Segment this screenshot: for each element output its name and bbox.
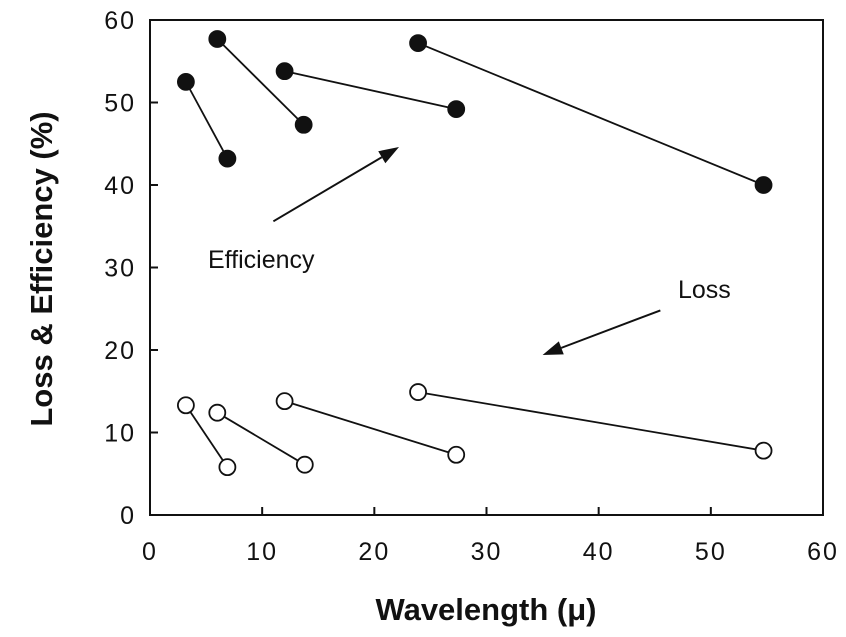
x-tick-label: 0 <box>142 538 158 566</box>
y-tick-label: 10 <box>104 420 136 448</box>
loss-point <box>409 383 427 401</box>
y-tick-label: 0 <box>120 502 136 530</box>
efficiency-point <box>294 115 313 134</box>
x-axis-title: Wavelength (μ) <box>375 592 596 627</box>
x-tick-label: 60 <box>807 538 839 566</box>
loss-point <box>295 455 314 474</box>
efficiency-line <box>216 38 305 126</box>
axis-tick-labels: 0 10 20 30 40 50 60 0 10 20 30 40 50 60 <box>104 7 839 566</box>
y-tick-label: 60 <box>104 7 136 35</box>
loss-line <box>284 400 457 456</box>
efficiency-arrowhead <box>378 147 400 164</box>
loss-line <box>216 411 306 466</box>
x-tick-label: 30 <box>471 538 503 566</box>
efficiency-line <box>284 70 457 110</box>
y-tick-label: 20 <box>104 337 136 365</box>
efficiency-point <box>409 34 427 52</box>
loss-point <box>447 445 466 464</box>
x-tick-label: 10 <box>246 538 278 566</box>
efficiency-point <box>275 62 294 81</box>
annotations: Efficiency Loss <box>208 147 731 355</box>
efficiency-arrow <box>272 156 383 223</box>
data-points <box>176 30 773 477</box>
axis-ticks <box>149 19 824 516</box>
y-tick-label: 30 <box>104 255 136 283</box>
loss-point <box>754 441 773 460</box>
efficiency-point <box>754 176 773 194</box>
y-tick-label: 40 <box>104 172 136 200</box>
loss-label: Loss <box>678 276 731 304</box>
x-tick-label: 40 <box>583 538 615 566</box>
loss-point <box>275 392 294 411</box>
loss-point <box>176 396 195 415</box>
efficiency-point <box>218 149 237 168</box>
efficiency-line <box>417 42 764 186</box>
series-lines <box>185 38 764 468</box>
loss-line <box>185 404 229 468</box>
loss-arrow <box>560 309 661 349</box>
efficiency-line <box>185 81 229 160</box>
loss-line <box>417 391 764 452</box>
y-tick-label: 50 <box>104 90 136 118</box>
efficiency-point <box>447 100 466 118</box>
efficiency-label: Efficiency <box>208 246 315 274</box>
loss-point <box>208 403 227 422</box>
x-tick-label: 20 <box>358 538 390 566</box>
y-axis-title: Loss & Efficiency (%) <box>24 111 59 426</box>
loss-arrowhead <box>542 341 564 355</box>
x-tick-label: 50 <box>695 538 727 566</box>
loss-point <box>218 458 237 477</box>
efficiency-point <box>176 72 195 91</box>
efficiency-point <box>208 30 227 48</box>
